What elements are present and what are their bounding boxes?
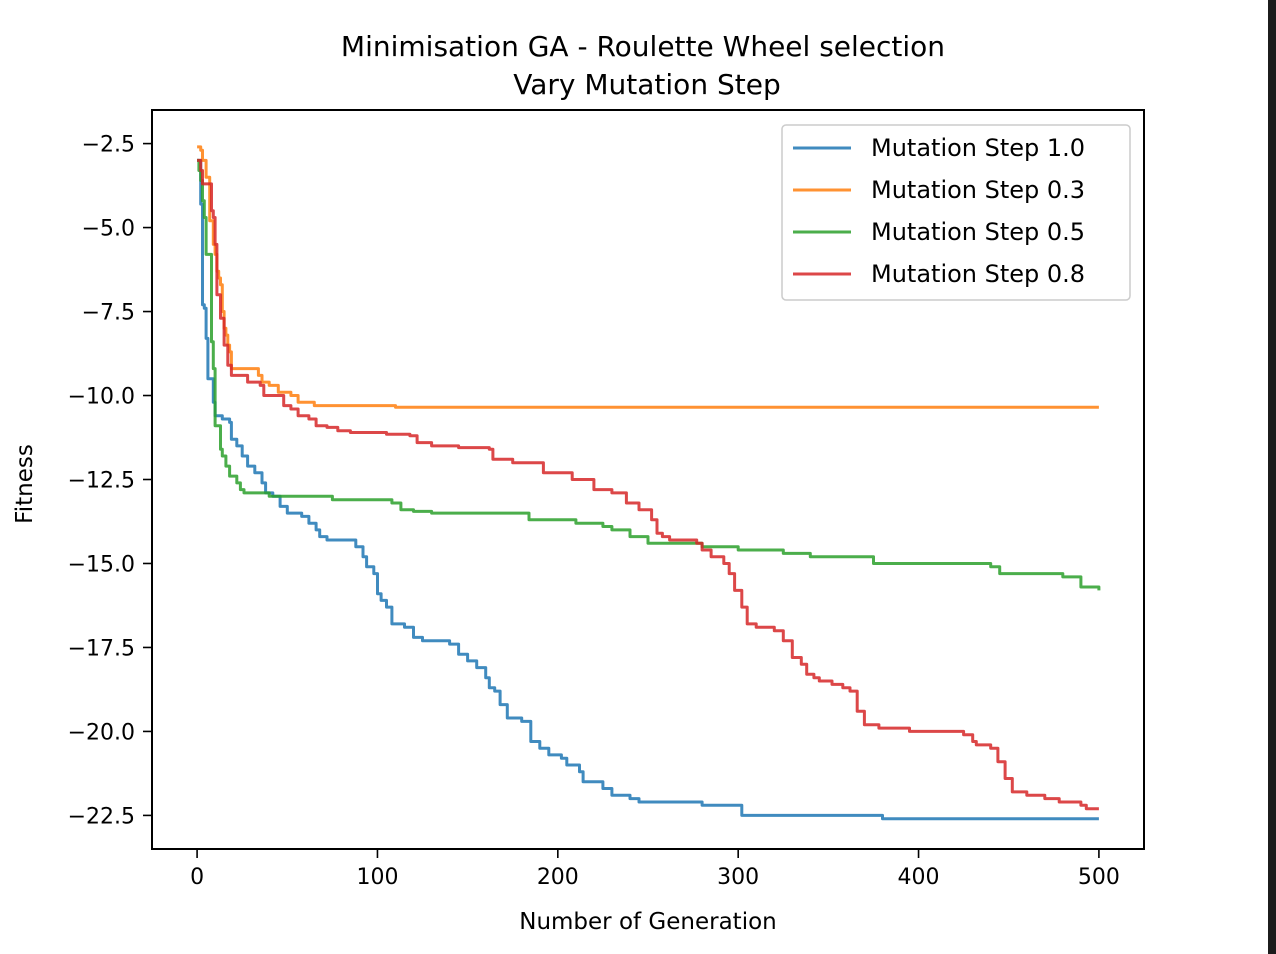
legend-box xyxy=(781,124,1131,301)
chart-title: Minimisation GA - Roulette Wheel selecti… xyxy=(341,30,945,63)
x-tick-label: 0 xyxy=(190,865,204,890)
x-tick-label: 200 xyxy=(537,865,579,890)
y-tick-label: −10.0 xyxy=(68,385,135,410)
y-tick-label: −7.5 xyxy=(82,301,135,326)
x-tick-label: 500 xyxy=(1078,865,1120,890)
y-tick-label: −5.0 xyxy=(82,217,135,242)
x-axis-label: Number of Generation xyxy=(519,909,777,935)
chart-subtitle: Vary Mutation Step xyxy=(513,68,780,101)
y-axis-label: Fitness xyxy=(12,444,38,524)
y-tick-label: −15.0 xyxy=(68,552,135,577)
x-axis: 0 100 200 300 400 500 xyxy=(190,849,1120,890)
y-tick-label: −12.5 xyxy=(68,469,135,494)
legend-label-3: Mutation Step 0.5 xyxy=(871,218,1085,246)
legend-label-1: Mutation Step 1.0 xyxy=(871,134,1085,162)
x-tick-label: 400 xyxy=(898,865,940,890)
y-axis: −22.5 −20.0 −17.5 −15.0 −12.5 −10.0 −7.5 −5.0 −2… xyxy=(68,133,152,829)
series-line-4 xyxy=(197,158,1099,811)
x-tick-label: 100 xyxy=(356,865,398,890)
legend: Mutation Step 1.0 Mutation Step 0.3 Mutati… xyxy=(781,124,1131,301)
legend-label-4: Mutation Step 0.8 xyxy=(871,260,1085,288)
legend-label-2: Mutation Step 0.3 xyxy=(871,176,1085,204)
y-tick-label: −22.5 xyxy=(68,804,135,829)
series-layer xyxy=(197,145,1101,821)
y-tick-label: −2.5 xyxy=(82,133,135,158)
x-tick-label: 300 xyxy=(717,865,759,890)
series-line-3 xyxy=(197,158,1101,591)
window-edge xyxy=(1268,0,1276,954)
y-tick-label: −20.0 xyxy=(68,720,135,745)
series-line-1 xyxy=(197,158,1099,821)
series-line-2 xyxy=(197,145,1099,409)
y-tick-label: −17.5 xyxy=(68,636,135,661)
